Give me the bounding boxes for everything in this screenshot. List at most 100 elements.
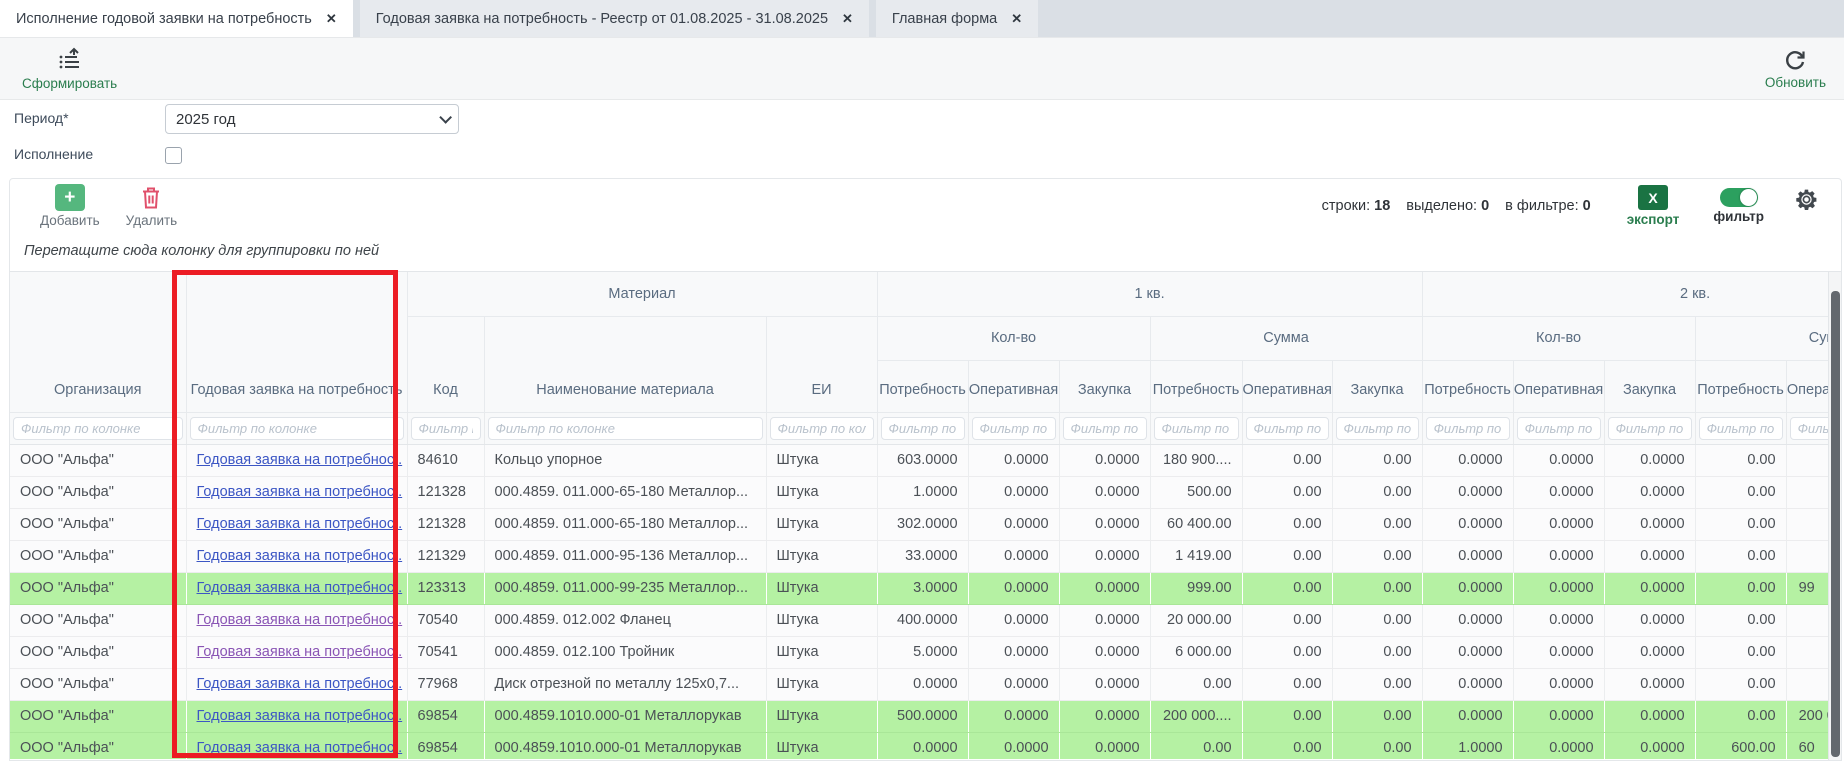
column-filter-input[interactable] <box>971 416 1056 440</box>
column-header-q1-qty-demand[interactable]: Потребность <box>877 360 969 413</box>
column-filter-input[interactable] <box>189 416 404 440</box>
table-row[interactable]: ООО "Альфа" Годовая заявка на потребнос..… <box>10 540 1841 573</box>
value-cell: 0.00 <box>1695 444 1787 477</box>
value-cell: 0.0000 <box>968 476 1060 509</box>
column-header-code[interactable]: Код <box>407 316 485 413</box>
grid-settings-button[interactable] <box>1794 187 1819 212</box>
value-cell: 0.00 <box>1150 732 1243 759</box>
table-row[interactable]: ООО "Альфа" Годовая заявка на потребнос..… <box>10 508 1841 541</box>
add-row-button[interactable]: + Добавить <box>40 184 100 228</box>
period-select[interactable]: 2025 год <box>165 104 459 134</box>
column-header-q1-sum-demand[interactable]: Потребность <box>1150 360 1243 413</box>
filter-toggle-group: фильтр <box>1713 188 1764 224</box>
value-cell: 0.0000 <box>1059 540 1151 573</box>
column-header-q1-sum-purchase[interactable]: Закупка <box>1332 360 1423 413</box>
period-value: 2025 год <box>176 110 236 128</box>
column-filter-input[interactable] <box>1153 416 1239 440</box>
table-row[interactable]: ООО "Альфа" Годовая заявка на потребнос..… <box>10 732 1841 759</box>
column-header-q1-sum-operative[interactable]: Оперативная <box>1242 360 1333 413</box>
value-cell: 0.0000 <box>1604 540 1696 573</box>
delete-row-button[interactable]: Удалить <box>126 184 177 228</box>
tab-execution-annual-request[interactable]: Исполнение годовой заявки на потребность… <box>0 0 353 37</box>
filter-cell <box>407 412 485 445</box>
execution-checkbox[interactable] <box>165 147 182 164</box>
value-cell: 0.00 <box>1242 668 1333 701</box>
table-row[interactable]: ООО "Альфа" Годовая заявка на потребнос..… <box>10 444 1841 477</box>
annual-request-link[interactable]: Годовая заявка на потребнос.. <box>196 676 403 692</box>
code-cell: 69854 <box>407 700 485 733</box>
code-cell: 70540 <box>407 604 485 637</box>
unit-cell: Штука <box>766 572 878 605</box>
annual-request-link[interactable]: Годовая заявка на потребнос.. <box>196 452 403 468</box>
close-icon[interactable]: ✕ <box>842 10 853 26</box>
annual-request-link[interactable]: Годовая заявка на потребнос.. <box>196 708 403 724</box>
group-header-material: Материал <box>407 272 878 317</box>
annual-request-cell: Годовая заявка на потребнос.. <box>186 668 408 701</box>
close-icon[interactable]: ✕ <box>1011 10 1023 26</box>
column-filter-input[interactable] <box>410 416 481 440</box>
value-cell: 0.0000 <box>968 540 1060 573</box>
column-filter-input[interactable] <box>1245 416 1329 440</box>
group-by-dropzone[interactable]: Перетащите сюда колонку для группировки … <box>10 233 1841 272</box>
table-row[interactable]: ООО "Альфа" Годовая заявка на потребнос..… <box>10 668 1841 701</box>
column-filter-input[interactable] <box>1425 416 1510 440</box>
filter-toggle[interactable] <box>1719 188 1758 207</box>
value-cell: 0.0000 <box>968 444 1060 477</box>
table-row[interactable]: ООО "Альфа" Годовая заявка на потребнос..… <box>10 636 1841 669</box>
annual-request-link[interactable]: Годовая заявка на потребнос.. <box>196 740 403 756</box>
annual-request-cell: Годовая заявка на потребнос.. <box>186 540 408 573</box>
export-excel-button[interactable]: X экспорт <box>1627 185 1679 227</box>
table-row[interactable]: ООО "Альфа" Годовая заявка на потребнос..… <box>10 604 1841 637</box>
refresh-button[interactable]: Обновить <box>1765 48 1826 90</box>
annual-request-link[interactable]: Годовая заявка на потребнос.. <box>196 548 403 564</box>
value-cell: 0.0000 <box>1422 572 1514 605</box>
annual-request-link[interactable]: Годовая заявка на потребнос.. <box>196 516 403 532</box>
value-cell: 603.0000 <box>877 444 969 477</box>
column-filter-input[interactable] <box>487 416 763 440</box>
column-header-unit[interactable]: ЕИ <box>766 316 878 413</box>
value-cell: 180 900.... <box>1150 444 1243 477</box>
column-filter-input[interactable] <box>13 416 183 440</box>
filtered-count: в фильтре: 0 <box>1505 198 1591 214</box>
column-header-annual-request[interactable]: Годовая заявка на потребность <box>186 272 408 413</box>
column-header-q2-qty-purchase[interactable]: Закупка <box>1604 360 1696 413</box>
column-filter-input[interactable] <box>880 416 965 440</box>
unit-cell: Штука <box>766 604 878 637</box>
column-header-q1-qty-operative[interactable]: Оперативная <box>968 360 1060 413</box>
column-header-org[interactable]: Организация <box>10 272 187 413</box>
column-filter-input[interactable] <box>1698 416 1783 440</box>
annual-request-link[interactable]: Годовая заявка на потребнос.. <box>196 644 403 660</box>
top-toolbar: Сформировать Обновить <box>0 38 1844 100</box>
value-cell: 0.00 <box>1332 444 1423 477</box>
column-filter-input[interactable] <box>1607 416 1692 440</box>
scrollbar-thumb[interactable] <box>1831 291 1840 757</box>
annual-request-link[interactable]: Годовая заявка на потребнос.. <box>196 580 403 596</box>
annual-request-cell: Годовая заявка на потребнос.. <box>186 636 408 669</box>
table-row[interactable]: ООО "Альфа" Годовая заявка на потребнос..… <box>10 476 1841 509</box>
annual-request-link[interactable]: Годовая заявка на потребнос.. <box>196 484 403 500</box>
column-header-q1-qty-purchase[interactable]: Закупка <box>1059 360 1151 413</box>
column-filter-input[interactable] <box>1335 416 1419 440</box>
value-cell: 0.0000 <box>968 604 1060 637</box>
tab-main-form[interactable]: Главная форма ✕ <box>875 0 1039 37</box>
material-name-cell: Диск отрезной по металлу 125x0,7... <box>484 668 767 701</box>
column-header-q2-sum-demand[interactable]: Потребность <box>1695 360 1787 413</box>
annual-request-link[interactable]: Годовая заявка на потребнос.. <box>196 612 403 628</box>
generate-button[interactable]: Сформировать <box>22 47 117 91</box>
table-row[interactable]: ООО "Альфа" Годовая заявка на потребнос..… <box>10 572 1841 605</box>
column-header-q2-qty-operative[interactable]: Оперативная <box>1513 360 1605 413</box>
column-filter-input[interactable] <box>1516 416 1601 440</box>
value-cell: 0.00 <box>1332 636 1423 669</box>
column-header-material-name[interactable]: Наименование материала <box>484 316 767 413</box>
grid-stats: строки: 18 выделено: 0 в фильтре: 0 <box>1322 198 1591 214</box>
vertical-scrollbar[interactable] <box>1828 272 1841 760</box>
table-row[interactable]: ООО "Альфа" Годовая заявка на потребнос..… <box>10 700 1841 733</box>
tab-annual-request-registry[interactable]: Годовая заявка на потребность - Реестр о… <box>359 0 869 37</box>
column-header-q2-qty-demand[interactable]: Потребность <box>1422 360 1514 413</box>
value-cell: 0.00 <box>1242 444 1333 477</box>
column-filter-input[interactable] <box>1062 416 1147 440</box>
close-icon[interactable]: ✕ <box>325 10 337 26</box>
value-cell: 0.0000 <box>1513 732 1605 759</box>
material-name-cell: 000.4859. 011.000-99-235 Металлор... <box>484 572 767 605</box>
column-filter-input[interactable] <box>769 416 874 440</box>
